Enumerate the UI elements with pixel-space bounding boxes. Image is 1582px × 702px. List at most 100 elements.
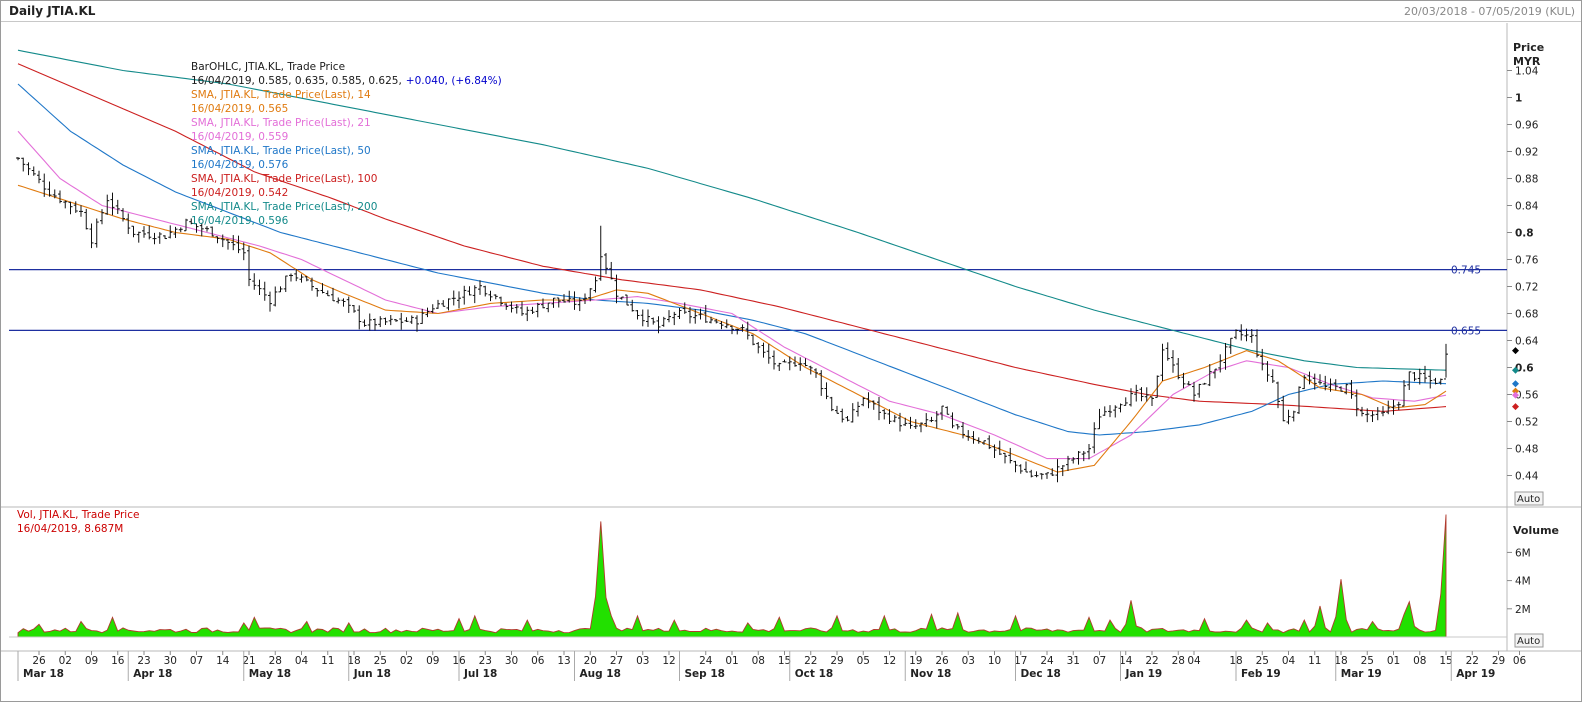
ohlc-bar [205, 226, 209, 232]
last-value-marker [1512, 347, 1519, 355]
sma-lines [17, 49, 1447, 473]
price-volume-chart: 1.0410.960.920.880.840.80.760.720.680.64… [1, 23, 1581, 681]
ohlc-bar [1344, 383, 1349, 395]
x-day-label: 03 [962, 655, 975, 667]
ohlc-bar [924, 413, 929, 428]
ohlc-bar [1407, 371, 1412, 390]
price-plot-area [9, 23, 1507, 507]
x-day-label: 10 [988, 655, 1001, 667]
ohlc-bar [236, 235, 241, 254]
ohlc-bar [131, 225, 136, 238]
ohlc-bar [772, 350, 776, 370]
ohlc-bar [26, 162, 31, 176]
ohlc-bar [814, 368, 818, 378]
ohlc-bar [756, 342, 761, 354]
ohlc-bar [1428, 370, 1433, 389]
ohlc-bar [268, 291, 272, 312]
ohlc-bar [388, 315, 393, 326]
x-day-label: 28 [269, 655, 282, 667]
x-day-label: 31 [1067, 655, 1080, 667]
volume-auto-button[interactable]: Auto [1514, 633, 1544, 648]
volume-legend: Vol, JTIA.KL, Trade Price 16/04/2019, 8.… [17, 509, 139, 535]
ohlc-bar [404, 317, 409, 323]
price-tick-label: 0.96 [1515, 120, 1539, 132]
ohlc-bar [273, 286, 278, 307]
last-value-marker [1512, 391, 1519, 399]
x-day-label: 07 [1093, 655, 1106, 667]
ohlc-bar [1202, 382, 1207, 385]
ohlc-bar [157, 232, 162, 244]
legend-line-12: 16/04/2019, 0.596 [191, 215, 289, 227]
ohlc-bar [619, 296, 624, 300]
ohlc-bar [709, 316, 713, 324]
ohlc-bar [336, 297, 341, 304]
ohlc-bar [1360, 406, 1364, 417]
ohlc-bar [556, 297, 561, 308]
ohlc-bar [142, 226, 146, 238]
ohlc-bar [467, 286, 472, 296]
price-auto-button[interactable]: Auto [1514, 491, 1544, 506]
ohlc-bar [583, 293, 587, 304]
ohlc-bar [1402, 379, 1406, 407]
ohlc-bar [178, 227, 183, 233]
ohlc-bar [100, 209, 104, 225]
x-day-label: 06 [531, 655, 545, 667]
ohlc-bar [1207, 364, 1212, 387]
ohlc-bar [126, 213, 131, 235]
ohlc-bar [940, 405, 944, 420]
price-tick-label: 0.48 [1515, 444, 1538, 456]
ohlc-bar [1433, 377, 1438, 385]
x-day-label: 01 [725, 655, 738, 667]
ohlc-bar [1286, 409, 1291, 425]
legend-ohlc-values: 16/04/2019, 0.585, 0.635, 0.585, 0.625, [191, 75, 402, 87]
ohlc-bar [1118, 403, 1123, 413]
ohlc-bar [1328, 378, 1333, 392]
x-day-label: 20 [584, 655, 597, 667]
x-day-label: 04 [1282, 655, 1296, 667]
ohlc-bar [415, 315, 419, 332]
ohlc-bar [1150, 396, 1154, 407]
ohlc-bar [115, 199, 120, 214]
x-day-label: 05 [857, 655, 870, 667]
ohlc-bar [919, 422, 923, 433]
price-tick-label: 0.64 [1515, 336, 1539, 348]
last-value-marker [1512, 366, 1519, 374]
ohlc-bar [1260, 348, 1265, 371]
ohlc-bar [992, 444, 997, 459]
ohlc-bar [530, 306, 535, 315]
ohlc-bar [21, 157, 26, 172]
ohlc-bar [803, 358, 808, 367]
sma-21-line [17, 130, 1447, 460]
ohlc-bar [656, 316, 661, 334]
legend-line-3: SMA, JTIA.KL, Trade Price(Last), 14 [191, 89, 371, 101]
x-day-label: 18 [1334, 655, 1347, 667]
legend-line-9: SMA, JTIA.KL, Trade Price(Last), 100 [191, 173, 377, 185]
x-month-label: Jul 18 [463, 668, 497, 680]
ohlc-bar [777, 362, 782, 372]
x-day-label: 13 [557, 655, 570, 667]
ohlc-bar [1417, 368, 1422, 385]
last-value-markers [1512, 347, 1519, 411]
ohlc-bar [782, 359, 787, 363]
price-tick-label: 0.88 [1515, 174, 1538, 186]
x-day-label: 14 [1119, 655, 1133, 667]
ohlc-bar [887, 409, 892, 425]
volume-legend-line-2: 16/04/2019, 8.687M [17, 523, 123, 535]
chart-header: Daily JTIA.KL 20/03/2018 - 07/05/2019 (K… [1, 1, 1581, 22]
ohlc-bar [1391, 399, 1396, 415]
ohlc-bar [1307, 371, 1312, 385]
ohlc-bar [289, 273, 293, 282]
x-day-label: 22 [1466, 655, 1479, 667]
ohlc-bar [472, 285, 477, 304]
legend-line-5: SMA, JTIA.KL, Trade Price(Last), 21 [191, 117, 371, 129]
ohlc-bar [987, 435, 992, 450]
ohlc-bar [121, 208, 125, 222]
ohlc-bar [688, 306, 692, 324]
ohlc-bar [1438, 378, 1443, 385]
x-day-label: 23 [137, 655, 150, 667]
last-value-marker [1512, 387, 1519, 395]
ohlc-bar [1302, 374, 1307, 390]
ohlc-bar [84, 208, 89, 230]
x-day-label: 22 [804, 655, 817, 667]
